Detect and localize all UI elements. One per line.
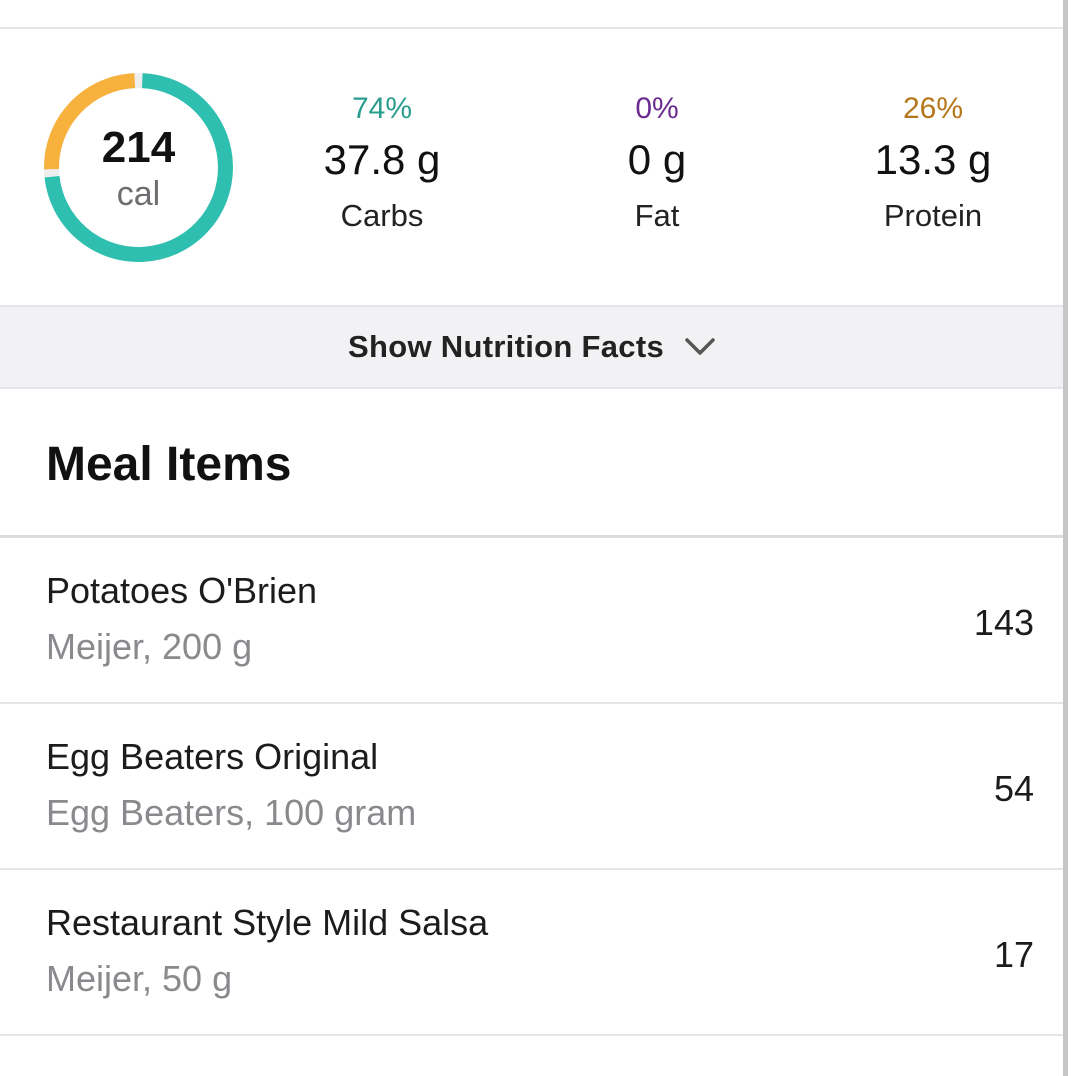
scrollbar[interactable] [1063, 0, 1068, 1076]
protein-arc [44, 73, 136, 170]
macro-protein: 26% 13.3 g Protein [813, 89, 1053, 241]
meal-item-detail: Meijer, 50 g [46, 958, 233, 999]
meal-item-row[interactable]: Restaurant Style Mild Salsa Meijer, 50 g… [0, 870, 1064, 1036]
protein-percent: 26% [902, 92, 964, 125]
carbs-percent: 74% [351, 92, 413, 125]
protein-grams: 13.3 g [874, 136, 992, 183]
chevron-down-icon [685, 338, 715, 355]
meal-item-calories: 17 [993, 934, 1034, 975]
meal-item-name: Restaurant Style Mild Salsa [46, 902, 489, 943]
fat-grams: 0 g [627, 136, 687, 183]
carbs-arc [44, 73, 233, 262]
meal-item-detail: Egg Beaters, 100 gram [46, 792, 417, 833]
fat-label: Fat [634, 198, 680, 233]
meal-item-detail: Meijer, 200 g [46, 626, 253, 667]
calorie-ring-chart [44, 73, 233, 262]
macro-carbs: 74% 37.8 g Carbs [262, 89, 502, 241]
macro-fat: 0% 0 g Fat [537, 89, 777, 241]
meal-item-row[interactable]: Egg Beaters Original Egg Beaters, 100 gr… [0, 704, 1064, 870]
top-strip [0, 0, 1064, 29]
show-nutrition-facts-label: Show Nutrition Facts [348, 329, 664, 364]
calorie-unit: cal [116, 175, 161, 213]
protein-label: Protein [883, 198, 983, 233]
meal-item-calories: 143 [973, 602, 1034, 643]
macro-summary: 214 cal 74% 37.8 g Carbs 0% 0 g Fat 26% … [0, 29, 1064, 305]
calorie-ring: 214 cal [42, 71, 235, 264]
meal-items-heading: Meal Items [46, 438, 292, 491]
divider [0, 535, 1064, 538]
fat-percent: 0% [635, 92, 679, 125]
meal-item-row[interactable]: Potatoes O'Brien Meijer, 200 g 143 [0, 538, 1064, 704]
meal-item-name: Potatoes O'Brien [46, 570, 318, 611]
meal-item-name: Egg Beaters Original [46, 736, 379, 777]
carbs-grams: 37.8 g [323, 136, 441, 183]
carbs-label: Carbs [340, 198, 424, 233]
meal-item-calories: 54 [993, 768, 1034, 809]
show-nutrition-facts-button[interactable]: Show Nutrition Facts [0, 305, 1064, 389]
calorie-total: 214 [101, 123, 176, 172]
